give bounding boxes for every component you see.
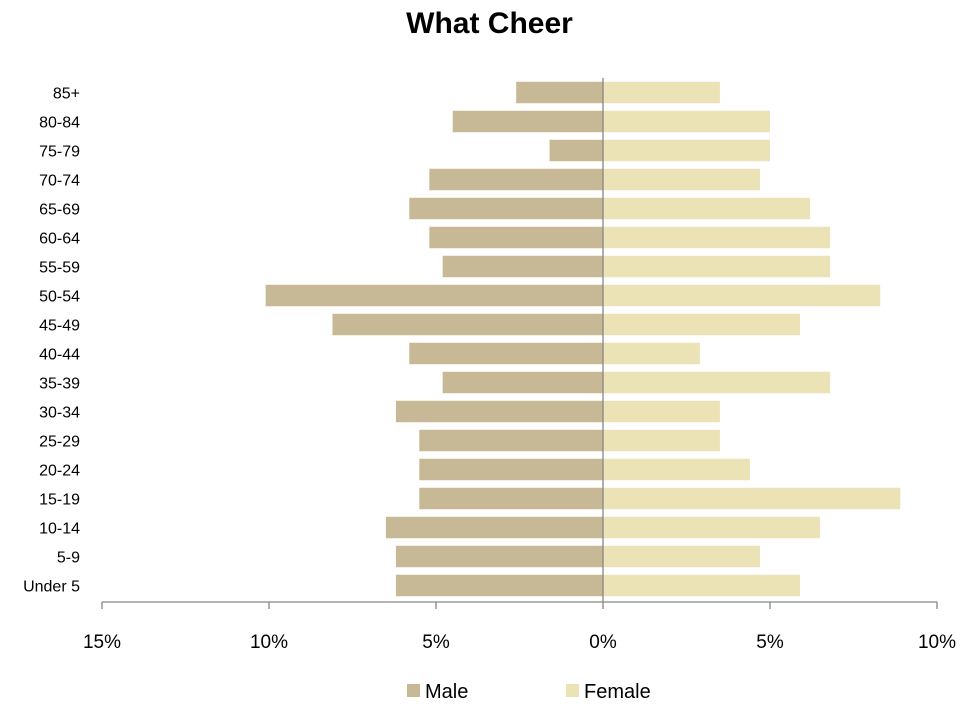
bar-male-20-24 xyxy=(419,458,603,481)
bar-male-70-74 xyxy=(429,168,603,191)
x-tick-label: 15% xyxy=(83,632,121,653)
bar-male-5-9 xyxy=(395,545,603,568)
category-label: 45-49 xyxy=(39,318,80,335)
bar-male-50-54 xyxy=(265,284,603,307)
category-label: 85+ xyxy=(53,86,80,103)
bar-male-15-19 xyxy=(419,487,603,510)
bar-female-30-34 xyxy=(603,400,720,423)
bar-female-75-79 xyxy=(603,139,770,162)
bar-male-65-69 xyxy=(409,197,603,220)
category-label: 35-39 xyxy=(39,376,80,393)
bar-female-70-74 xyxy=(603,168,760,191)
bar-female-35-39 xyxy=(603,371,831,394)
legend-swatch-female xyxy=(566,684,579,697)
category-label: 5-9 xyxy=(57,550,80,567)
category-label: 10-14 xyxy=(39,521,80,538)
bar-male-80-84 xyxy=(452,110,603,133)
bar-female-80-84 xyxy=(603,110,770,133)
category-label: 70-74 xyxy=(39,173,80,190)
bar-female-10-14 xyxy=(603,516,821,539)
category-label: 80-84 xyxy=(39,115,80,132)
x-tick-label: 10% xyxy=(250,632,288,653)
category-label: 15-19 xyxy=(39,492,80,509)
bar-male-60-64 xyxy=(429,226,603,249)
x-tick-label: 10% xyxy=(918,632,956,653)
x-tick-label: 5% xyxy=(756,632,784,653)
x-tick-label: 5% xyxy=(422,632,450,653)
category-label: 25-29 xyxy=(39,434,80,451)
legend-label-female: Female xyxy=(584,681,651,703)
bar-male-55-59 xyxy=(442,255,603,278)
x-tick-label: 0% xyxy=(589,632,617,653)
bar-female-20-24 xyxy=(603,458,750,481)
bar-female-5-9 xyxy=(603,545,760,568)
chart-title: What Cheer xyxy=(406,7,573,40)
bar-female-25-29 xyxy=(603,429,720,452)
bar-female-40-44 xyxy=(603,342,700,365)
bar-male-75-79 xyxy=(549,139,603,162)
category-label: 55-59 xyxy=(39,260,80,277)
category-label: 65-69 xyxy=(39,202,80,219)
bar-female-under-5 xyxy=(603,574,801,597)
legend-label-male: Male xyxy=(425,681,468,703)
bar-female-85plus xyxy=(603,81,720,104)
category-label: 60-64 xyxy=(39,231,80,248)
bar-female-55-59 xyxy=(603,255,831,278)
bar-male-85plus xyxy=(516,81,603,104)
bar-male-45-49 xyxy=(332,313,603,336)
category-label: Under 5 xyxy=(23,579,80,596)
category-label: 50-54 xyxy=(39,289,80,306)
bar-female-65-69 xyxy=(603,197,811,220)
bar-male-25-29 xyxy=(419,429,603,452)
bar-female-15-19 xyxy=(603,487,901,510)
category-label: 75-79 xyxy=(39,144,80,161)
category-label: 40-44 xyxy=(39,347,80,364)
bar-female-60-64 xyxy=(603,226,831,249)
category-label: 20-24 xyxy=(39,463,80,480)
category-label: 30-34 xyxy=(39,405,80,422)
bar-male-30-34 xyxy=(395,400,603,423)
bar-male-40-44 xyxy=(409,342,603,365)
bar-female-45-49 xyxy=(603,313,801,336)
bar-female-50-54 xyxy=(603,284,881,307)
bar-male-35-39 xyxy=(442,371,603,394)
legend-swatch-male xyxy=(407,684,420,697)
bar-male-under-5 xyxy=(395,574,603,597)
bar-male-10-14 xyxy=(385,516,603,539)
